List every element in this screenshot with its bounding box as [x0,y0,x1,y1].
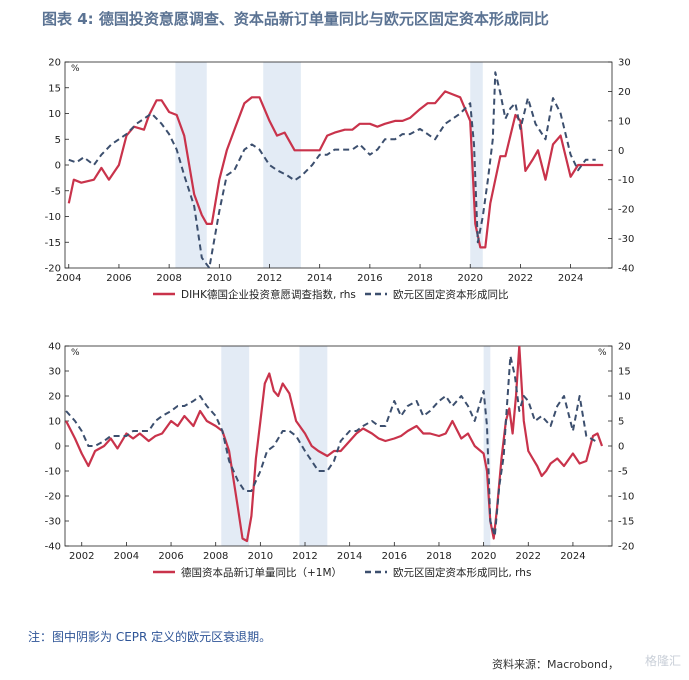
y-right-tick-label: 20 [618,87,631,98]
x-tick-label: 2018 [426,551,451,562]
y-right-tick-label: -20 [618,542,634,553]
y-left-tick-label: -30 [45,517,61,528]
y-left-tick-label: -10 [45,212,61,223]
y-right-tick-label: 15 [618,367,631,378]
y-left-tick-label: 30 [48,367,61,378]
y-right-tick-label: -15 [618,517,634,528]
x-tick-label: 2024 [560,551,585,562]
x-tick-label: 2010 [207,273,232,284]
x-tick-label: 2018 [407,273,432,284]
y-left-tick-label: 20 [48,392,61,403]
legend-label-2: 欧元区固定资本形成同比 [393,288,509,301]
y-right-tick-label: -10 [618,492,634,503]
y-left-tick-label: 40 [48,342,61,353]
y-right-tick-label: 10 [618,116,631,127]
y-right-tick-label: -5 [618,467,628,478]
series-line-1 [67,90,604,249]
y-right-tick-label: -30 [618,234,634,245]
plot-frame [64,345,613,547]
x-tick-label: 2008 [156,273,181,284]
recession-note: 注：图中阴影为 CEPR 定义的欧元区衰退期。 [28,630,272,644]
x-tick-label: 2004 [56,273,81,284]
x-tick-label: 2010 [248,551,273,562]
x-tick-label: 2016 [357,273,382,284]
y-right-tick-label: 20 [618,342,631,353]
x-tick-label: 2020 [458,273,483,284]
y-right-tick-label: 0 [618,442,624,453]
y-left-tick-label: -15 [45,238,61,249]
recession-shade [470,62,483,268]
legend-label-2: 欧元区固定资本形成同比, rhs [393,566,531,579]
y-left-tick-label: 0 [55,161,61,172]
y-left-tick-label: -10 [45,467,61,478]
x-tick-label: 2024 [558,273,583,284]
y-left-tick-label: 15 [48,83,61,94]
x-tick-label: 2014 [307,273,332,284]
y-left-tick-label: 10 [48,417,61,428]
x-tick-label: 2012 [292,551,317,562]
x-tick-label: 2014 [337,551,362,562]
y-left-tick-label: -20 [45,492,61,503]
chart-investment-survey: 20151050-5-10-15-203020100-10-20-30-4020… [45,58,635,302]
y-right-tick-label: -40 [618,264,634,275]
legend-label-1: DIHK德国企业投资意愿调查指数, rhs [181,288,356,301]
y-left-tick-label: -40 [45,542,61,553]
series-line-2 [65,355,596,537]
y-left-tick-label: -20 [45,264,61,275]
y-right-tick-label: -10 [618,175,634,186]
y-left-tick-label: 10 [48,109,61,120]
y-right-tick-label: 0 [618,146,624,157]
x-tick-label: 2008 [203,551,228,562]
series-line-2 [68,71,596,268]
x-tick-label: 2002 [69,551,94,562]
x-tick-label: 2016 [382,551,407,562]
recession-shade [483,346,491,546]
legend-label-1: 德国资本品新订单量同比（+1M） [181,566,342,579]
unit-label-right: % [598,348,607,358]
recession-shade [221,346,250,546]
x-tick-label: 2006 [106,273,131,284]
y-left-tick-label: -5 [51,186,61,197]
y-right-tick-label: 5 [618,417,624,428]
x-tick-label: 2006 [158,551,183,562]
unit-label-left: % [71,348,80,358]
y-left-tick-label: 20 [48,58,61,69]
y-right-tick-label: 10 [618,392,631,403]
series-line-1 [65,346,604,543]
unit-label: % [71,64,80,74]
x-tick-label: 2022 [508,273,533,284]
chart-capital-goods-orders: 403020100-10-20-30-4020151050-5-10-15-20… [45,342,635,580]
recession-shade [175,62,207,268]
x-tick-label: 2020 [471,551,496,562]
page-title: 图表 4: 德国投资意愿调查、资本品新订单量同比与欧元区固定资本形成同比 [42,10,549,28]
y-left-tick-label: 0 [55,442,61,453]
recession-shade [263,62,301,268]
y-right-tick-label: 30 [618,58,631,69]
y-left-tick-label: 5 [55,135,61,146]
source-text: 资料来源：Macrobond， [492,658,619,671]
x-tick-label: 2012 [257,273,282,284]
watermark-logo: 格隆汇 [644,654,681,668]
x-tick-label: 2004 [114,551,139,562]
y-right-tick-label: -20 [618,205,634,216]
x-tick-label: 2022 [516,551,541,562]
